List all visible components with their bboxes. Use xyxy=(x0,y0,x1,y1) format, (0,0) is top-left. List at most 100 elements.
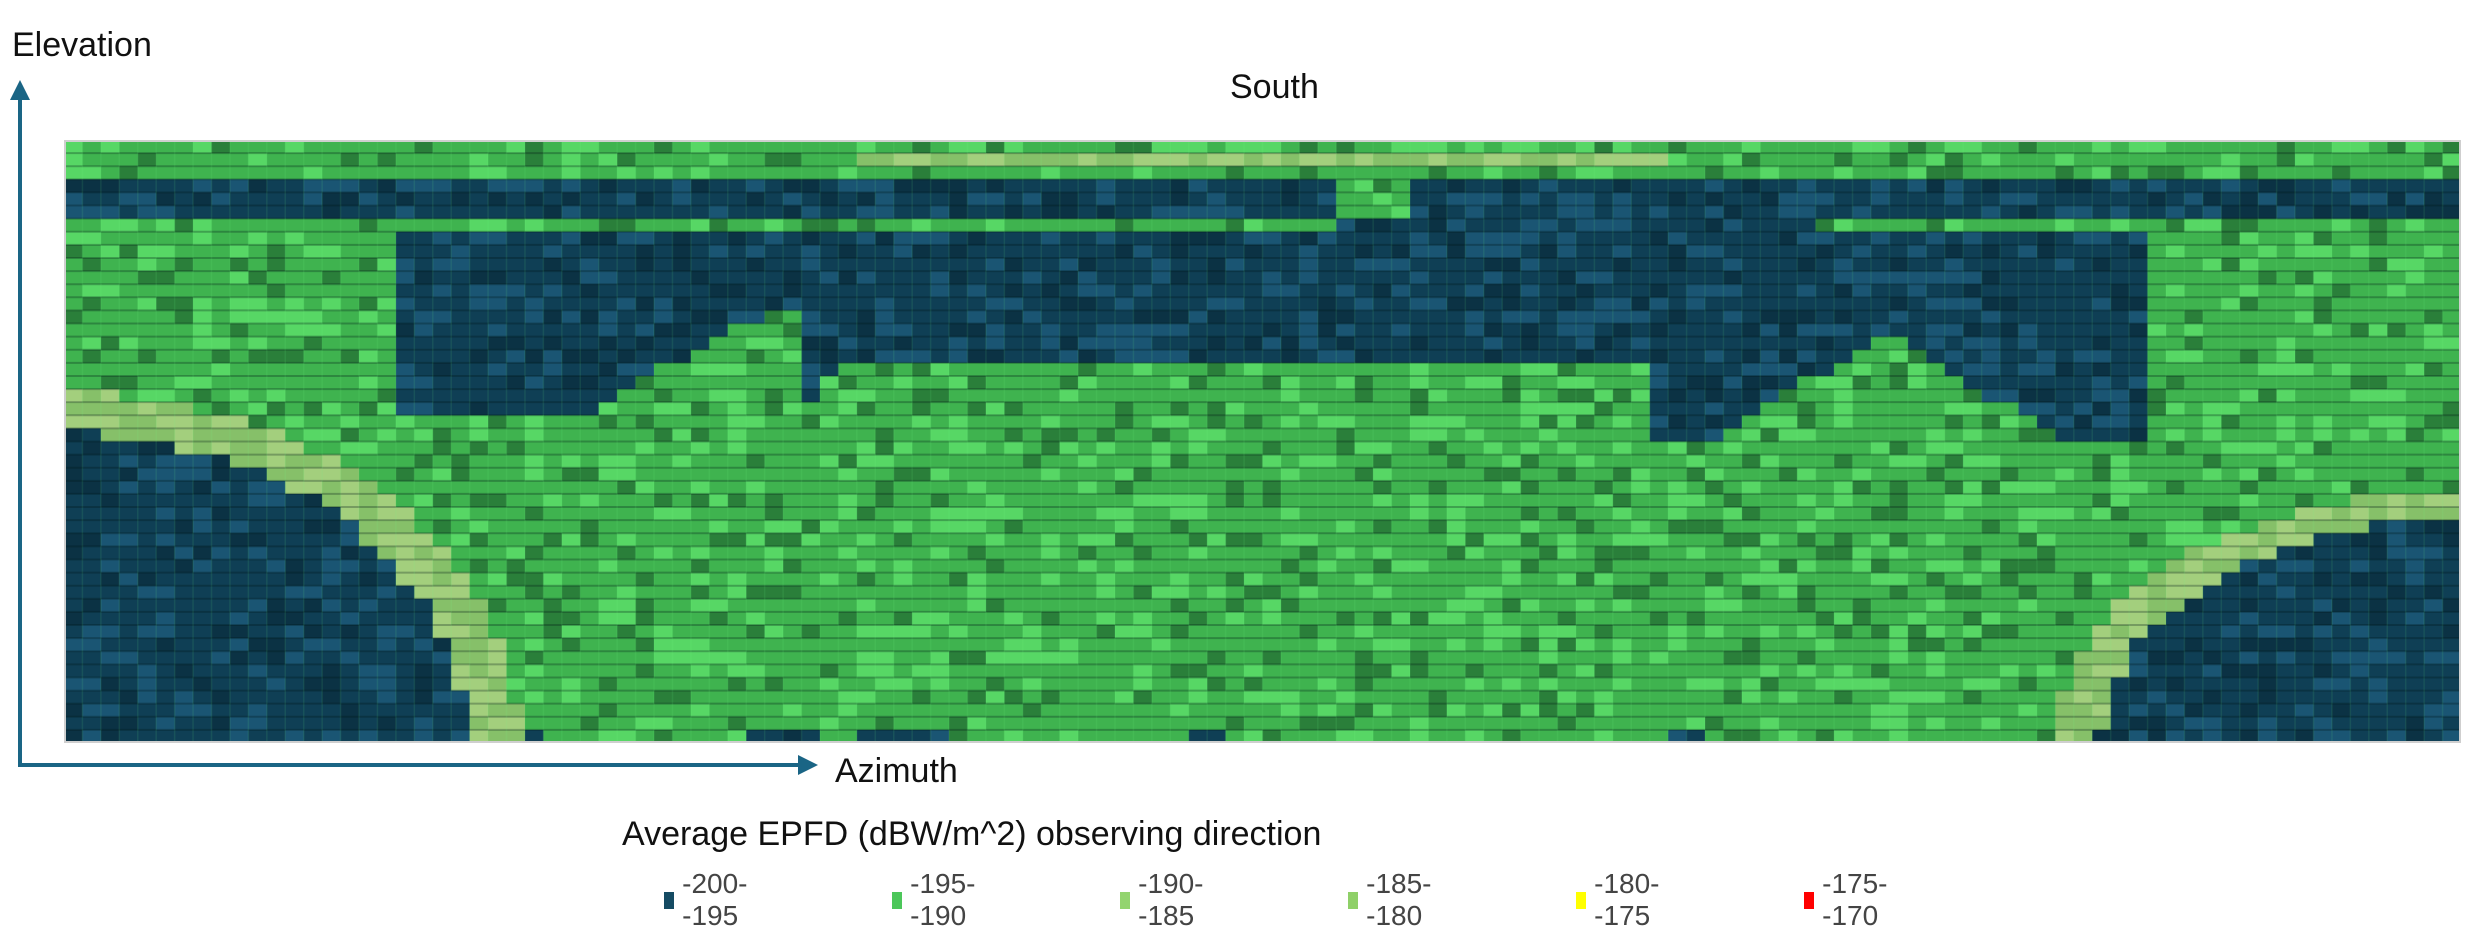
heatmap-cell xyxy=(617,389,637,403)
heatmap-cell xyxy=(2036,428,2056,443)
heatmap-cell xyxy=(2387,572,2407,587)
heatmap-cell xyxy=(2073,218,2093,233)
heatmap-cell xyxy=(709,559,729,574)
heatmap-cell xyxy=(1114,493,1135,508)
heatmap-cell xyxy=(709,546,729,561)
heatmap-cell xyxy=(1114,349,1135,364)
heatmap-cell xyxy=(1889,598,1909,613)
heatmap-cell xyxy=(1465,415,1485,429)
heatmap-cell xyxy=(248,244,268,259)
heatmap-cell xyxy=(2295,389,2315,403)
heatmap-cell xyxy=(100,402,120,416)
heatmap-cell xyxy=(340,428,360,443)
heatmap-cell xyxy=(1741,284,1761,298)
heatmap-cell xyxy=(2147,520,2167,534)
heatmap-cell xyxy=(2055,625,2075,639)
heatmap-cell xyxy=(727,559,747,574)
heatmap-cell xyxy=(2331,415,2351,429)
heatmap-cell xyxy=(1465,375,1485,390)
heatmap-cell xyxy=(2000,323,2020,338)
heatmap-cell xyxy=(635,454,655,469)
heatmap-cell xyxy=(1225,441,1245,456)
heatmap-cell xyxy=(1797,375,1817,390)
heatmap-cell xyxy=(266,179,286,194)
heatmap-cell xyxy=(1446,546,1466,561)
heatmap-cell xyxy=(1944,271,1964,285)
heatmap-cell xyxy=(322,271,342,285)
heatmap-cell xyxy=(156,375,176,390)
heatmap-cell xyxy=(690,520,710,534)
heatmap-cell xyxy=(2000,467,2020,482)
heatmap-cell xyxy=(1649,375,1669,390)
heatmap-cell xyxy=(875,585,895,600)
heatmap-cell xyxy=(949,284,969,298)
heatmap-cell xyxy=(856,205,876,220)
heatmap-cell xyxy=(1428,611,1448,626)
heatmap-cell xyxy=(1834,244,1854,259)
heatmap-cell xyxy=(580,192,600,207)
heatmap-cell xyxy=(2276,153,2296,167)
heatmap-cell xyxy=(1668,205,1688,220)
heatmap-cell xyxy=(2165,349,2186,364)
heatmap-cell xyxy=(174,598,194,613)
heatmap-cell xyxy=(524,415,544,429)
heatmap-cell xyxy=(193,257,213,272)
heatmap-cell xyxy=(690,546,710,561)
heatmap-cell xyxy=(266,493,286,508)
heatmap-cell xyxy=(635,271,655,285)
heatmap-cell xyxy=(1446,572,1466,587)
heatmap-cell xyxy=(2036,585,2056,600)
heatmap-cell xyxy=(2147,546,2167,561)
heatmap-cell xyxy=(64,507,84,521)
heatmap-cell xyxy=(1981,625,2001,639)
heatmap-cell xyxy=(1778,323,1798,338)
heatmap-cell xyxy=(1907,375,1927,390)
heatmap-cell xyxy=(2276,402,2296,416)
heatmap-cell xyxy=(1225,415,1245,429)
heatmap-cell xyxy=(100,244,120,259)
heatmap-cell xyxy=(1668,598,1688,613)
heatmap-cell xyxy=(2442,467,2461,482)
heatmap-cell xyxy=(248,598,268,613)
heatmap-cell xyxy=(174,362,194,377)
heatmap-cell xyxy=(2147,297,2167,312)
heatmap-cell xyxy=(1022,205,1042,220)
heatmap-cell xyxy=(819,454,840,469)
heatmap-cell xyxy=(1262,533,1282,547)
heatmap-cell xyxy=(543,362,563,377)
heatmap-cell xyxy=(1649,323,1669,338)
heatmap-cell xyxy=(819,520,840,534)
heatmap-cell xyxy=(2313,441,2333,456)
heatmap-cell xyxy=(1059,467,1079,482)
heatmap-cell xyxy=(1391,179,1411,194)
heatmap-cell xyxy=(1428,205,1448,220)
heatmap-cell xyxy=(229,441,249,456)
heatmap-cell xyxy=(1391,310,1411,325)
heatmap-cell xyxy=(1520,271,1540,285)
heatmap-cell xyxy=(1059,441,1079,456)
heatmap-cell xyxy=(930,192,950,207)
heatmap-cell xyxy=(2202,585,2222,600)
heatmap-cell xyxy=(64,611,84,626)
heatmap-cell xyxy=(1502,375,1522,390)
heatmap-cell xyxy=(1446,375,1466,390)
heatmap-cell xyxy=(2405,375,2425,390)
heatmap-cell xyxy=(1520,598,1540,613)
heatmap-cell xyxy=(303,375,323,390)
heatmap-cell xyxy=(1834,441,1854,456)
heatmap-cell xyxy=(451,231,471,246)
heatmap-cell xyxy=(672,310,692,325)
heatmap-cell xyxy=(1907,428,1927,443)
heatmap-cell xyxy=(2331,349,2351,364)
heatmap-cell xyxy=(1391,205,1411,220)
heatmap-cell xyxy=(2387,598,2407,613)
heatmap-cell xyxy=(1760,362,1780,377)
heatmap-cell xyxy=(1963,507,1983,521)
heatmap-cell xyxy=(1244,244,1264,259)
heatmap-cell xyxy=(2221,625,2241,639)
heatmap-cell xyxy=(1907,284,1927,298)
heatmap-cell xyxy=(2055,428,2075,443)
heatmap-cell xyxy=(340,257,360,272)
heatmap-cell xyxy=(2276,441,2296,456)
heatmap-cell xyxy=(1465,179,1485,194)
